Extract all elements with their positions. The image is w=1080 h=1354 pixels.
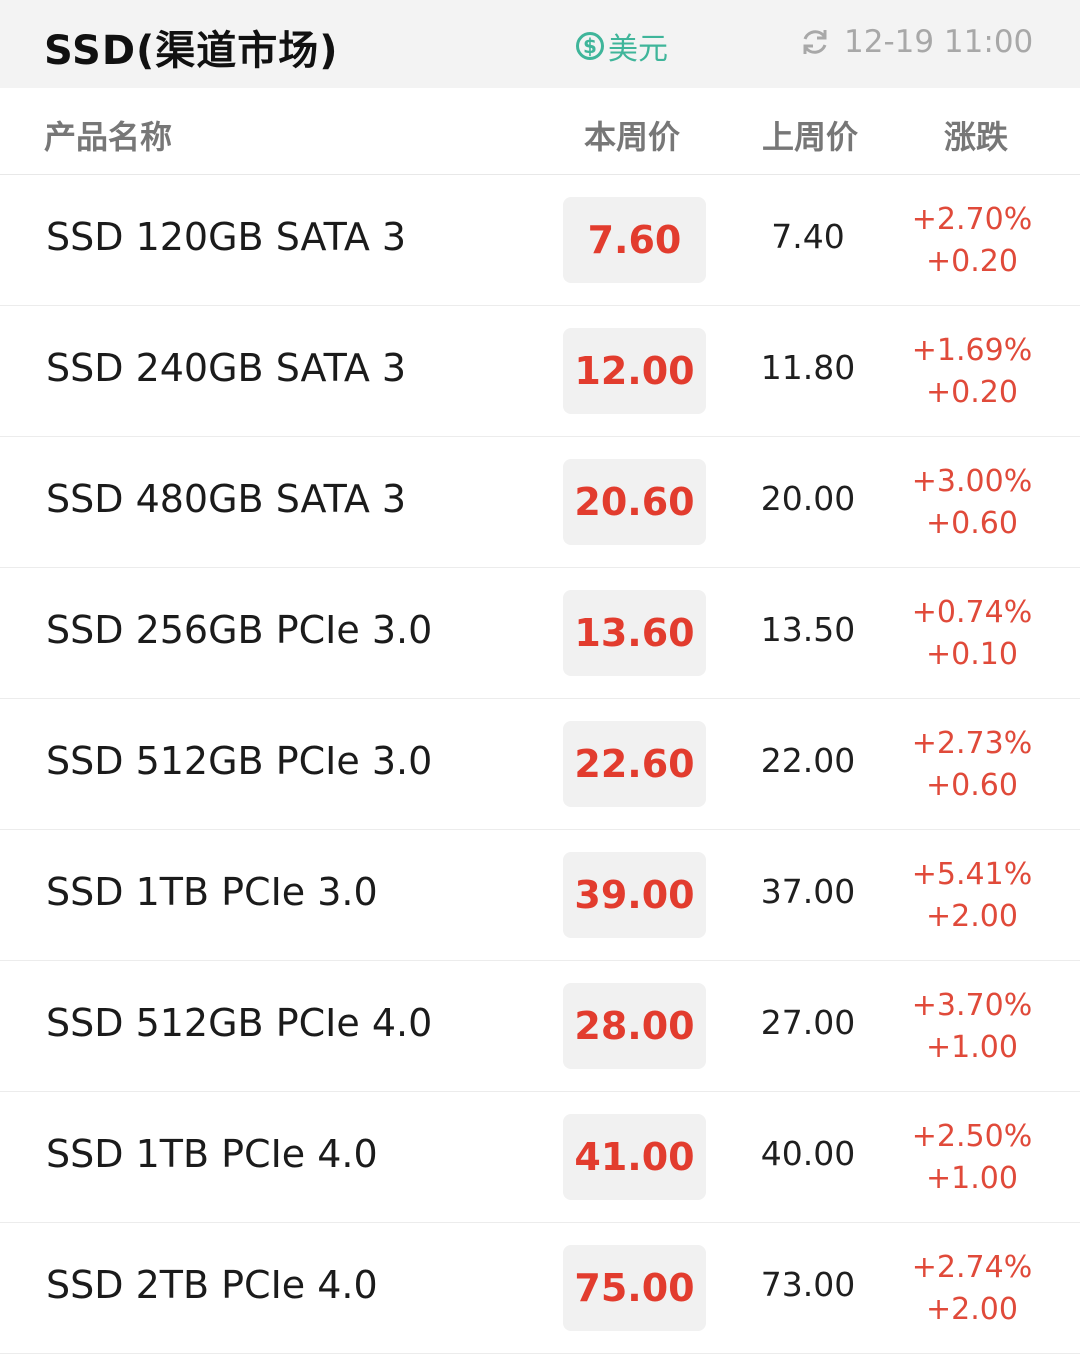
page-header: SSD(渠道市场) $ 美元 12-19 11:00 — [0, 0, 1080, 88]
change-percent: +2.73% — [911, 726, 1033, 761]
price-change: +0.74% +0.10 — [898, 592, 1046, 676]
current-price: 22.60 — [563, 721, 706, 807]
change-amount: +0.60 — [926, 768, 1018, 803]
update-info[interactable]: 12-19 11:00 — [800, 24, 1033, 60]
change-amount: +0.60 — [926, 506, 1018, 541]
change-amount: +0.20 — [926, 244, 1018, 279]
refresh-icon[interactable] — [800, 27, 830, 57]
currency-label: 美元 — [608, 32, 668, 67]
table-header: 产品名称 本周价 上周价 涨跌 — [0, 88, 1080, 175]
table-row[interactable]: SSD 1TB PCIe 4.0 41.00 40.00 +2.50% +1.0… — [0, 1092, 1080, 1223]
change-amount: +1.00 — [926, 1161, 1018, 1196]
product-name: SSD 256GB PCIe 3.0 — [46, 608, 433, 652]
price-change: +1.69% +0.20 — [898, 330, 1046, 414]
price-change: +3.00% +0.60 — [898, 461, 1046, 545]
current-price: 41.00 — [563, 1114, 706, 1200]
column-header-change[interactable]: 涨跌 — [944, 118, 1009, 156]
price-change: +2.74% +2.00 — [898, 1247, 1046, 1331]
previous-price: 11.80 — [760, 348, 856, 387]
previous-price: 40.00 — [760, 1134, 856, 1173]
product-name: SSD 480GB SATA 3 — [46, 477, 407, 521]
change-percent: +1.69% — [911, 333, 1033, 368]
price-change: +2.50% +1.00 — [898, 1116, 1046, 1200]
table-row[interactable]: SSD 240GB SATA 3 12.00 11.80 +1.69% +0.2… — [0, 306, 1080, 437]
product-name: SSD 1TB PCIe 4.0 — [46, 1132, 378, 1176]
product-name: SSD 2TB PCIe 4.0 — [46, 1263, 378, 1307]
page-title: SSD(渠道市场) — [44, 28, 339, 74]
previous-price: 73.00 — [760, 1265, 856, 1304]
update-time: 12-19 11:00 — [844, 24, 1034, 60]
change-percent: +3.70% — [911, 988, 1033, 1023]
product-name: SSD 512GB PCIe 4.0 — [46, 1001, 433, 1045]
product-name: SSD 240GB SATA 3 — [46, 346, 407, 390]
change-percent: +0.74% — [911, 595, 1033, 630]
price-change: +2.70% +0.20 — [898, 199, 1046, 283]
previous-price: 20.00 — [760, 479, 856, 518]
change-amount: +1.00 — [926, 1030, 1018, 1065]
column-header-current[interactable]: 本周价 — [584, 118, 681, 156]
current-price: 13.60 — [563, 590, 706, 676]
dollar-icon: $ — [576, 32, 604, 60]
table-row[interactable]: SSD 256GB PCIe 3.0 13.60 13.50 +0.74% +0… — [0, 568, 1080, 699]
table-row[interactable]: SSD 512GB PCIe 3.0 22.60 22.00 +2.73% +0… — [0, 699, 1080, 830]
previous-price: 13.50 — [760, 610, 856, 649]
previous-price: 27.00 — [760, 1003, 856, 1042]
change-percent: +3.00% — [911, 464, 1033, 499]
price-table: SSD 120GB SATA 3 7.60 7.40 +2.70% +0.20 … — [0, 175, 1080, 1354]
price-change: +5.41% +2.00 — [898, 854, 1046, 938]
change-percent: +5.41% — [911, 857, 1033, 892]
change-amount: +2.00 — [926, 899, 1018, 934]
change-amount: +2.00 — [926, 1292, 1018, 1327]
table-row[interactable]: SSD 2TB PCIe 4.0 75.00 73.00 +2.74% +2.0… — [0, 1223, 1080, 1354]
price-change: +2.73% +0.60 — [898, 723, 1046, 807]
change-percent: +2.74% — [911, 1250, 1033, 1285]
table-row[interactable]: SSD 120GB SATA 3 7.60 7.40 +2.70% +0.20 — [0, 175, 1080, 306]
product-name: SSD 120GB SATA 3 — [46, 215, 407, 259]
current-price: 12.00 — [563, 328, 706, 414]
previous-price: 22.00 — [760, 741, 856, 780]
current-price: 75.00 — [563, 1245, 706, 1331]
change-percent: +2.50% — [911, 1119, 1033, 1154]
previous-price: 7.40 — [771, 217, 845, 256]
current-price: 28.00 — [563, 983, 706, 1069]
table-row[interactable]: SSD 480GB SATA 3 20.60 20.00 +3.00% +0.6… — [0, 437, 1080, 568]
change-percent: +2.70% — [911, 202, 1033, 237]
current-price: 20.60 — [563, 459, 706, 545]
previous-price: 37.00 — [760, 872, 856, 911]
change-amount: +0.20 — [926, 375, 1018, 410]
product-name: SSD 512GB PCIe 3.0 — [46, 739, 433, 783]
column-header-previous[interactable]: 上周价 — [762, 118, 859, 156]
current-price: 7.60 — [563, 197, 706, 283]
currency-toggle[interactable]: $ 美元 — [576, 24, 668, 68]
column-header-name[interactable]: 产品名称 — [44, 118, 173, 156]
table-row[interactable]: SSD 1TB PCIe 3.0 39.00 37.00 +5.41% +2.0… — [0, 830, 1080, 961]
price-change: +3.70% +1.00 — [898, 985, 1046, 1069]
table-row[interactable]: SSD 512GB PCIe 4.0 28.00 27.00 +3.70% +1… — [0, 961, 1080, 1092]
product-name: SSD 1TB PCIe 3.0 — [46, 870, 378, 914]
current-price: 39.00 — [563, 852, 706, 938]
change-amount: +0.10 — [926, 637, 1018, 672]
